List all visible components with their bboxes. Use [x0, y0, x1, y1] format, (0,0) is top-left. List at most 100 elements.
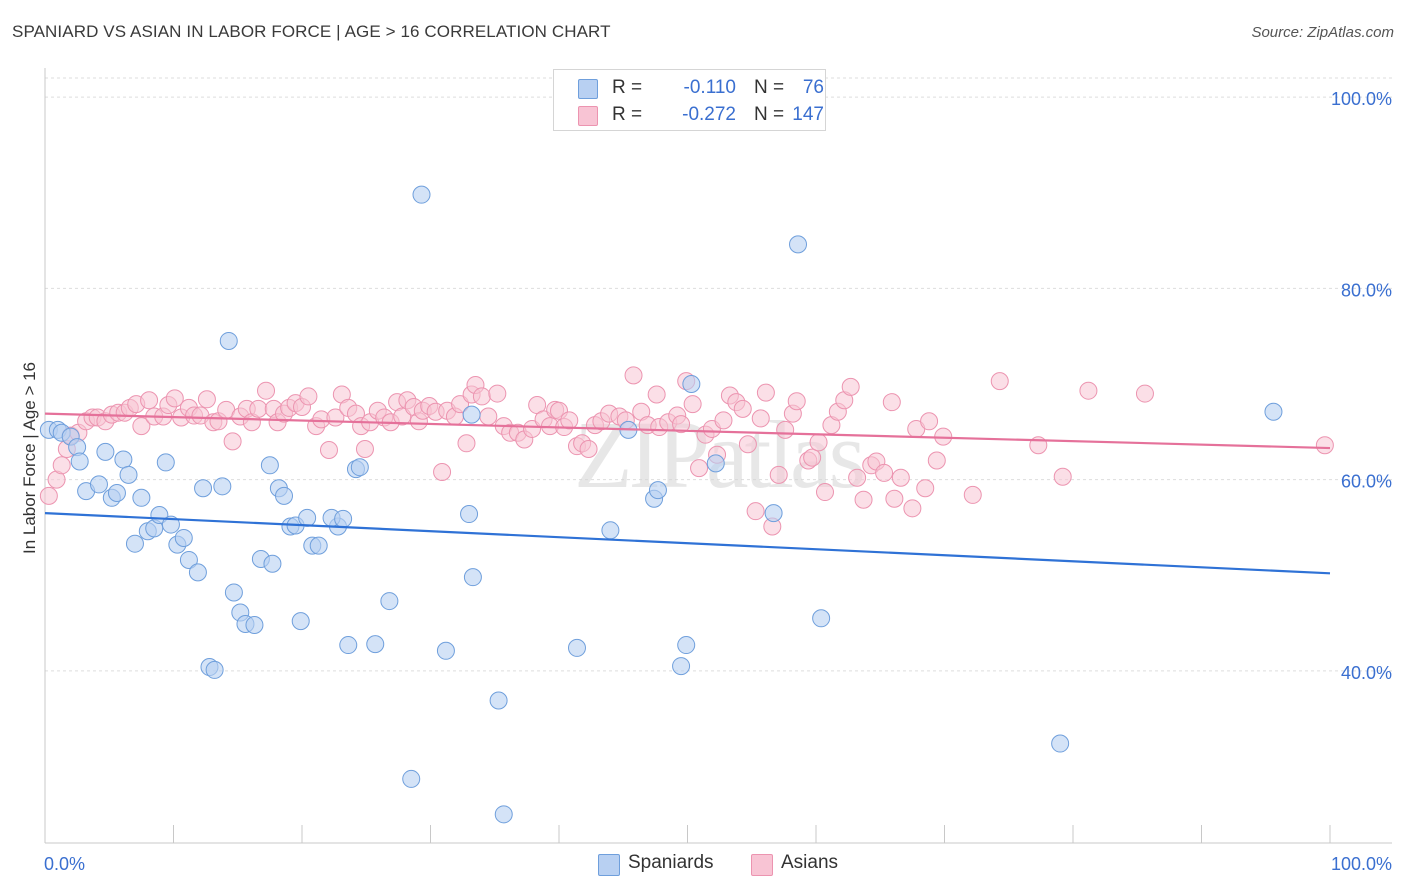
asian-point — [963, 485, 982, 504]
spaniard-point — [339, 636, 358, 655]
x-tick-label: 0.0% — [44, 854, 85, 874]
spaniard-point — [672, 657, 691, 676]
spaniard-point — [205, 660, 224, 679]
asian-point — [433, 462, 452, 481]
spaniard-point — [107, 484, 126, 503]
spaniard-point — [436, 641, 455, 660]
asian-point — [875, 463, 894, 482]
asian-point — [560, 411, 579, 430]
asian-point — [927, 451, 946, 470]
n-label: N = — [754, 104, 785, 125]
asian-point — [624, 366, 643, 385]
spaniard-point — [648, 481, 667, 500]
spaniard-point — [119, 465, 138, 484]
asians-swatch — [578, 106, 598, 126]
spaniard-point — [291, 612, 310, 631]
spaniard-point — [132, 488, 151, 507]
trend-lines — [44, 412, 1331, 575]
y-tick-label: 100.0% — [1331, 89, 1392, 109]
asian-point — [1053, 467, 1072, 486]
asian-point — [1079, 381, 1098, 400]
spaniard-point — [412, 185, 431, 204]
legend-label: Asians — [781, 852, 839, 873]
asian-point — [848, 468, 867, 487]
axes — [44, 68, 1392, 844]
asian-point — [683, 395, 702, 414]
spaniards-swatch — [598, 854, 620, 876]
r-label: R = — [612, 77, 643, 98]
asian-point — [249, 399, 268, 418]
asian-point — [457, 434, 476, 453]
spaniard-point — [156, 453, 175, 472]
asian-point — [39, 486, 58, 505]
asian-point — [132, 417, 151, 436]
spaniard-point — [219, 331, 238, 350]
asian-point — [355, 440, 374, 459]
asian-point — [803, 448, 822, 467]
spaniard-point — [179, 550, 198, 569]
r-value: -0.272 — [682, 104, 736, 125]
asian-point — [690, 459, 709, 478]
asian-point — [916, 479, 935, 498]
asian-point — [841, 377, 860, 396]
correlation-legend: R = -0.110 N = 76 R = -0.272 N = 147 — [553, 69, 826, 131]
n-value: 147 — [792, 104, 824, 125]
x-tick-label: 100.0% — [1331, 854, 1392, 874]
spaniards-points — [39, 185, 1283, 824]
asian-point — [990, 372, 1009, 391]
asian-point — [776, 420, 795, 439]
asian-point — [672, 415, 691, 434]
spaniard-point — [1051, 734, 1070, 753]
y-tick-label: 80.0% — [1341, 280, 1392, 300]
spaniard-point — [706, 454, 725, 473]
asian-point — [579, 440, 598, 459]
asian-point — [197, 390, 216, 409]
chart-title: SPANIARD VS ASIAN IN LABOR FORCE | AGE >… — [12, 22, 611, 41]
asian-point — [891, 468, 910, 487]
asian-point — [319, 440, 338, 459]
asian-point — [885, 489, 904, 508]
spaniards-swatch — [578, 79, 598, 99]
spaniard-point — [89, 475, 108, 494]
asian-point — [733, 399, 752, 418]
tick-labels: 40.0% 60.0% 80.0% 100.0% 0.0% 100.0% — [44, 89, 1392, 874]
spaniard-point — [567, 638, 586, 657]
spaniard-point — [789, 235, 808, 254]
spaniard-point — [463, 568, 482, 587]
spaniard-point — [174, 528, 193, 547]
asian-point — [393, 407, 412, 426]
spaniard-point — [70, 452, 89, 471]
asian-point — [488, 384, 507, 403]
y-tick-label: 60.0% — [1341, 472, 1392, 492]
spaniard-point — [334, 509, 353, 528]
asian-point — [809, 433, 828, 452]
asian-point — [815, 483, 834, 502]
asian-point — [299, 387, 318, 406]
spaniard-point — [1264, 402, 1283, 421]
spaniard-point — [366, 635, 385, 654]
spaniard-point — [96, 442, 115, 461]
spaniard-point — [260, 456, 279, 475]
spaniard-point — [682, 375, 701, 393]
spaniard-point — [494, 805, 513, 824]
asians-trend-line — [44, 412, 1331, 450]
asian-point — [1315, 436, 1334, 455]
asian-point — [479, 407, 498, 426]
spaniard-point — [489, 691, 508, 710]
asian-point — [451, 395, 470, 414]
spaniard-point — [245, 615, 264, 634]
asian-point — [257, 381, 276, 400]
spaniard-point — [812, 609, 831, 628]
asian-point — [751, 409, 770, 428]
asian-point — [738, 435, 757, 454]
asian-point — [52, 456, 71, 475]
asian-point — [756, 383, 775, 402]
asian-point — [746, 502, 765, 521]
y-tick-label: 40.0% — [1341, 663, 1392, 683]
spaniard-point — [380, 592, 399, 611]
spaniard-point — [677, 636, 696, 655]
asian-point — [920, 412, 939, 431]
spaniard-point — [309, 536, 328, 555]
asian-point — [165, 389, 184, 408]
